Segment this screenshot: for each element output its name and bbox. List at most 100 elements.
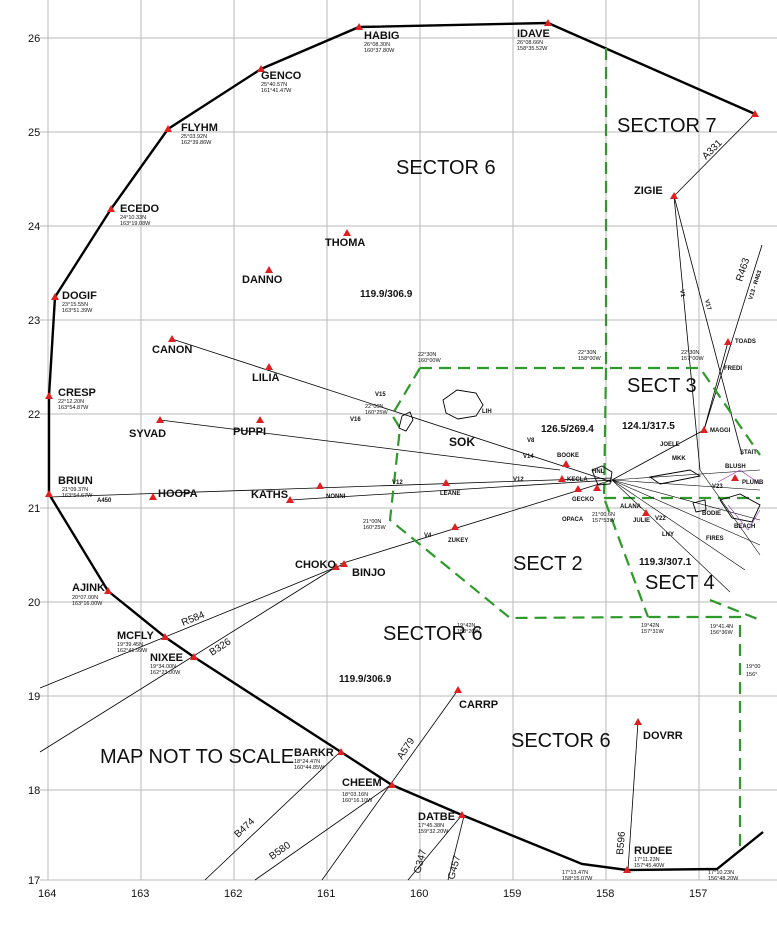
route-label: B580 (267, 840, 293, 863)
route-label: B326 (208, 636, 234, 658)
fix-marker (190, 653, 198, 660)
fix-coord: 19°39.45N (117, 642, 143, 648)
svg-text:22°30N: 22°30N (578, 350, 596, 356)
fix-marker (51, 293, 59, 300)
fix-marker (343, 229, 351, 236)
fix-coord: 162°39.86W (181, 140, 212, 146)
fix-coord: 18°24.47N (294, 759, 320, 765)
fix-marker (332, 563, 340, 570)
svg-text:ALANA: ALANA (620, 504, 642, 510)
fix-marker (544, 19, 552, 26)
route-label: R463 (734, 256, 752, 283)
svg-text:JULIE: JULIE (633, 518, 650, 524)
fix-marker (104, 587, 112, 594)
frequency-label: 119.3/307.1 (639, 557, 692, 568)
fix-name: DOVRR (643, 730, 683, 742)
fix-marker (670, 192, 678, 199)
svg-text:22°30N: 22°30N (681, 350, 699, 356)
fix-coord: 19°34.00N (150, 664, 176, 670)
route-label: V1 (678, 289, 685, 298)
y-tick: 25 (28, 127, 40, 139)
fix-marker (442, 479, 450, 486)
svg-text:19°00: 19°00 (746, 664, 760, 670)
route-label: V13 - R463 (748, 269, 763, 300)
route-label: B474 (233, 816, 258, 840)
fix-name: PUPPI (233, 426, 266, 438)
x-tick: 157 (689, 888, 707, 900)
y-tick: 19 (28, 691, 40, 703)
fix-name: RUDEE (634, 845, 673, 857)
svg-text:156°48.20W: 156°48.20W (708, 876, 739, 882)
frequency-label: 124.1/317.5 (622, 421, 675, 432)
niihau-island (398, 411, 414, 432)
frequency-label: 119.9/306.9 (339, 674, 392, 685)
route-label: A331 (700, 138, 725, 163)
svg-text:BEACH: BEACH (734, 524, 755, 530)
fix-name: FLYHM (181, 122, 218, 134)
fix-coord: 160°44.85W (294, 765, 325, 771)
fix-name: SYVAD (129, 428, 166, 440)
fix-marker (316, 482, 324, 489)
fix-name: LILIA (252, 372, 280, 384)
svg-text:157°31W: 157°31W (641, 629, 664, 635)
fix-marker (458, 811, 466, 818)
route-label: V12 (513, 477, 524, 483)
svg-text:LNY: LNY (662, 532, 674, 538)
fix-name: MCFLY (117, 630, 155, 642)
svg-text:ZUKEY: ZUKEY (448, 538, 468, 544)
fix-marker (340, 560, 348, 567)
route-label: V15 (375, 392, 386, 398)
y-tick: 23 (28, 315, 40, 327)
svg-text:JOELE: JOELE (660, 442, 680, 448)
svg-text:160°25W: 160°25W (363, 525, 386, 531)
fix-name: CANON (152, 344, 192, 356)
fix-marker (161, 633, 169, 640)
sector-label: SECTOR 7 (617, 115, 717, 137)
fix-coord: 26°08.66N (517, 40, 543, 46)
airway-lines (39, 113, 763, 881)
fix-coord: 163°54.67W (62, 493, 93, 499)
svg-text:KECLA: KECLA (567, 477, 588, 483)
svg-text:17°10.23N: 17°10.23N (708, 870, 734, 876)
svg-text:158°20W: 158°20W (457, 629, 480, 635)
fix-coord: 18°03.16N (342, 792, 368, 798)
route-label: V8 (527, 438, 535, 444)
svg-text:157°00W: 157°00W (681, 356, 704, 362)
svg-text:21°00N: 21°00N (363, 519, 381, 525)
sector-label: SECT 3 (627, 375, 697, 397)
fix-coord: 162°23.00W (150, 670, 181, 676)
fix-coord: 163°16.00W (72, 601, 103, 607)
fix-name: ZIGIE (634, 185, 663, 197)
fix-name: KATHS (251, 489, 288, 501)
svg-text:160°25W: 160°25W (365, 410, 388, 416)
sector-labels: SECTOR 6 SECTOR 7 SECT 3 SECT 2 SECTOR 6… (383, 115, 717, 752)
svg-text:LEANE: LEANE (440, 491, 460, 497)
fix-marker (642, 509, 650, 516)
fix-coord: 25°40.57N (261, 82, 287, 88)
svg-text:17°13.47N: 17°13.47N (562, 870, 588, 876)
fix-name: DANNO (242, 274, 283, 286)
fix-marker (168, 335, 176, 342)
svg-text:FREDI: FREDI (724, 366, 742, 372)
fix-marker (724, 338, 732, 345)
x-tick: 161 (317, 888, 335, 900)
minor-labels: TOADS FREDI MAGGI STAIT JOELE BLUSH PLUM… (326, 339, 764, 544)
route-label: G457 (446, 854, 463, 881)
svg-text:FIRES: FIRES (706, 536, 724, 542)
fix-marker (700, 426, 708, 433)
boundary-coordinates: 22°30N 160°00W 22°00N 160°25W 21°00N 160… (363, 350, 760, 882)
y-tick: 26 (28, 33, 40, 45)
fix-coord: 24°10.33N (120, 215, 146, 221)
fix-marker (751, 110, 759, 117)
not-to-scale-note: MAP NOT TO SCALE (100, 746, 294, 768)
fix-marker (286, 496, 294, 503)
route-label: V4 (424, 533, 432, 539)
fix-coord: 20°07.00N (72, 595, 98, 601)
fix-coord: 157°45.40W (634, 863, 665, 869)
oahu-island (591, 465, 613, 486)
y-tick: 24 (28, 221, 40, 233)
fix-name: IDAVE (517, 28, 550, 40)
svg-text:21°00.6N: 21°00.6N (592, 512, 615, 518)
fix-coord: 159°32.20W (418, 829, 449, 835)
